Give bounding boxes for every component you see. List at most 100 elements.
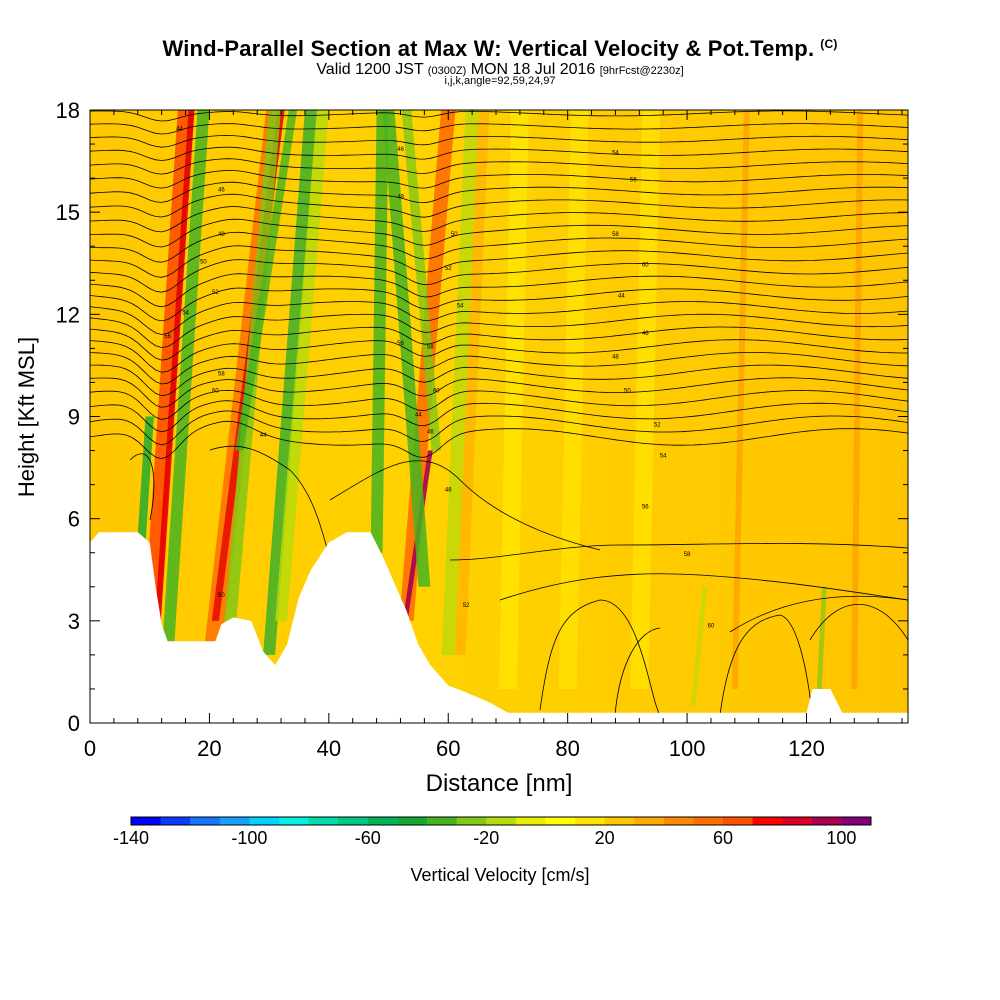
isentrope-label: 52 [212, 290, 219, 296]
isentrope-line-low [329, 460, 601, 551]
colorbar-frame [130, 816, 872, 826]
isentrope-line-low [719, 614, 813, 716]
isentrope-label: 48 [397, 195, 404, 201]
colorbar-swatch [249, 817, 280, 825]
isentrope-line [90, 326, 908, 361]
colorbar-tick-label: 20 [595, 828, 615, 848]
isentrope-line [90, 231, 908, 263]
x-tick-label: 20 [197, 736, 221, 761]
velocity-band [630, 110, 661, 689]
isentrope-line [90, 364, 908, 397]
isentrope-line [90, 206, 908, 233]
plot-area: 44 46 48 50 52 54 56 58 60 44 46 48 50 52 54 56 58 60 44 46… [90, 110, 908, 723]
colorbar-swatch [575, 817, 606, 825]
isentrope-label: 48 [445, 487, 452, 493]
colorbar-tick-label: -140 [113, 828, 149, 848]
isentrope-label: 46 [218, 188, 225, 194]
isentrope-line-low [449, 543, 908, 561]
isentrope-line [90, 339, 908, 373]
colorbar-swatch [160, 817, 191, 825]
velocity-band [851, 110, 864, 689]
colorbar-swatch [427, 817, 458, 825]
velocity-band [382, 110, 431, 587]
chart-title: Wind-Parallel Section at Max W: Vertical… [162, 36, 838, 61]
y-axis-label: Height [Kft MSL] [14, 337, 39, 497]
isentrope-line [90, 158, 908, 175]
isentrope-label: 46 [427, 430, 434, 436]
isentrope-label: 46 [397, 147, 404, 153]
isentrope-label: 56 [630, 178, 637, 184]
isentrope-label: 46 [642, 331, 649, 337]
colorbar-label: Vertical Velocity [cm/s] [410, 865, 589, 885]
colorbar-swatch [604, 817, 635, 825]
isentrope-line [90, 400, 908, 433]
colorbar-tick-label: -60 [355, 828, 381, 848]
isentrope-label: 44 [176, 126, 183, 132]
colorbar: -140 -100 -60 -20 20 60 100 [113, 816, 872, 848]
colorbar-swatch [279, 817, 310, 825]
velocity-band [263, 110, 317, 655]
colorbar-swatch [545, 817, 576, 825]
isentrope-line [90, 352, 908, 385]
isentrope-label: 50 [451, 232, 458, 238]
isentrope-label: 52 [654, 423, 661, 429]
colorbar-swatch [456, 817, 487, 825]
y-tick-label: 3 [68, 609, 80, 634]
colorbar-swatch [308, 817, 339, 825]
y-tick-label: 12 [56, 302, 80, 327]
isentrope-label: 58 [427, 344, 434, 350]
chart-indices: i,j,k,angle=92,59,24,97 [444, 75, 556, 87]
isentrope-label: 58 [612, 232, 619, 238]
colorbar-swatch [811, 817, 842, 825]
isentrope-label: 60 [212, 389, 219, 395]
isentrope-line-low [539, 599, 661, 716]
x-tick-label: 40 [317, 736, 341, 761]
colorbar-tick-label: -20 [473, 828, 499, 848]
isentrope-line [90, 134, 908, 148]
colorbar-tick-label: 60 [713, 828, 733, 848]
colorbar-swatch [397, 817, 428, 825]
isentrope-contours [90, 110, 908, 716]
colorbar-tick-label: 100 [826, 828, 856, 848]
velocity-band [441, 110, 479, 655]
isentrope-labels: 44 46 48 50 52 54 56 58 60 44 46 48 50 52 54 56 58 60 44 46… [164, 126, 715, 629]
isentrope-label: 56 [642, 504, 649, 510]
colorbar-tick-label: -100 [231, 828, 267, 848]
y-tick-label: 18 [56, 98, 80, 123]
isentrope-line-low [499, 573, 908, 601]
colorbar-swatch [782, 817, 813, 825]
isentrope-line [90, 110, 908, 122]
isentrope-label: 44 [618, 293, 625, 299]
colorbar-swatch [190, 817, 221, 825]
isentrope-label: 48 [612, 355, 619, 361]
isentrope-line [90, 313, 908, 348]
isentrope-label: 52 [445, 266, 452, 272]
isentrope-line [90, 245, 908, 278]
colorbar-swatch [367, 817, 398, 825]
velocity-band [499, 110, 529, 689]
velocity-band [558, 110, 589, 689]
isentrope-label: 52 [463, 603, 470, 609]
velocity-band [161, 110, 210, 655]
isentrope-line [90, 287, 908, 322]
isentrope-line [90, 410, 908, 446]
velocity-band [816, 586, 827, 706]
isentrope-label: 54 [612, 150, 619, 156]
isentrope-line [90, 123, 908, 135]
isentrope-line [90, 218, 908, 248]
isentrope-label: 48 [218, 232, 225, 238]
isentrope-line [90, 181, 908, 204]
velocity-band [370, 110, 389, 553]
isentrope-label: 54 [660, 453, 667, 459]
x-tick-label: 80 [555, 736, 579, 761]
isentrope-label: 50 [200, 259, 207, 265]
y-tick-label: 9 [68, 405, 80, 430]
velocity-band [690, 586, 708, 706]
x-tick-label: 60 [436, 736, 460, 761]
y-axis: 0 3 6 9 12 15 18 [56, 98, 908, 736]
velocity-band [275, 110, 329, 621]
velocity-band [731, 110, 750, 689]
isentrope-label: 50 [218, 593, 225, 599]
isentrope-line [90, 301, 908, 335]
